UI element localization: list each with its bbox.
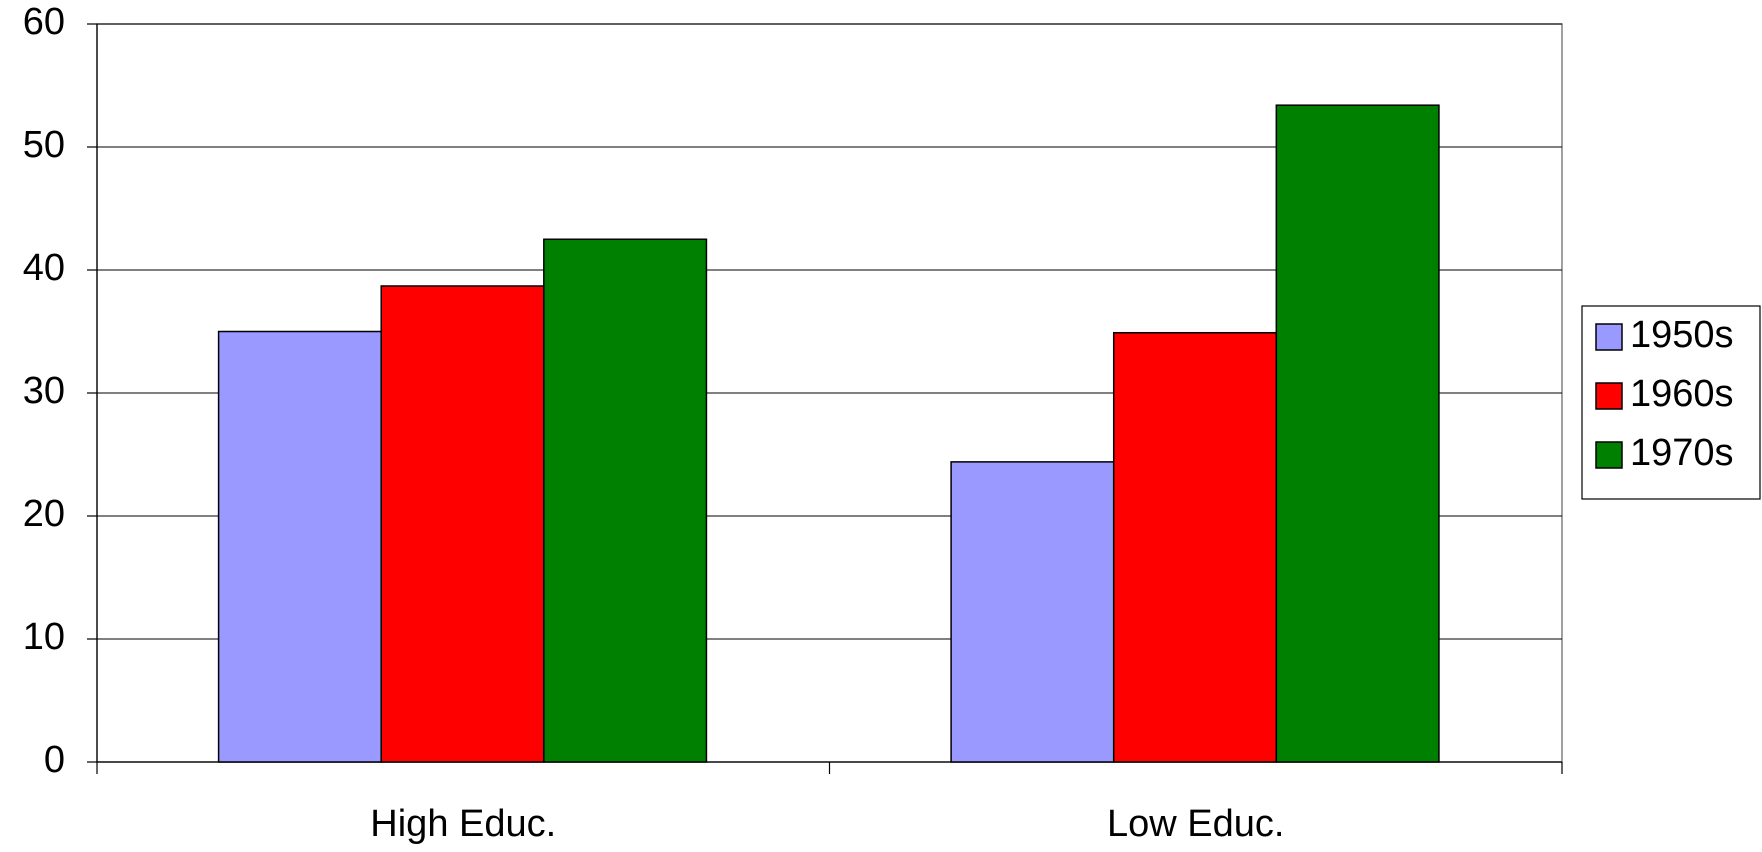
bar bbox=[380, 285, 545, 763]
legend-label: 1950s bbox=[1630, 314, 1734, 356]
bar bbox=[1112, 331, 1278, 763]
legend-swatch bbox=[1595, 441, 1623, 469]
bar bbox=[1275, 104, 1440, 763]
bar bbox=[543, 238, 708, 763]
y-tick-label: 10 bbox=[23, 616, 65, 658]
legend-label: 1960s bbox=[1630, 373, 1734, 415]
bar bbox=[950, 461, 1115, 763]
y-tick-label: 20 bbox=[23, 493, 65, 535]
y-tick-label: 0 bbox=[44, 739, 65, 781]
y-tick-label: 30 bbox=[23, 370, 65, 412]
y-tick-label: 60 bbox=[23, 1, 65, 43]
legend-swatch bbox=[1595, 382, 1623, 410]
bar bbox=[217, 330, 382, 763]
y-tick-label: 50 bbox=[23, 124, 65, 166]
legend-label: 1970s bbox=[1630, 432, 1734, 474]
legend-swatch bbox=[1595, 323, 1623, 351]
x-tick-label: Low Educ. bbox=[1107, 803, 1284, 845]
x-tick-label: High Educ. bbox=[370, 803, 556, 845]
y-tick-label: 40 bbox=[23, 247, 65, 289]
